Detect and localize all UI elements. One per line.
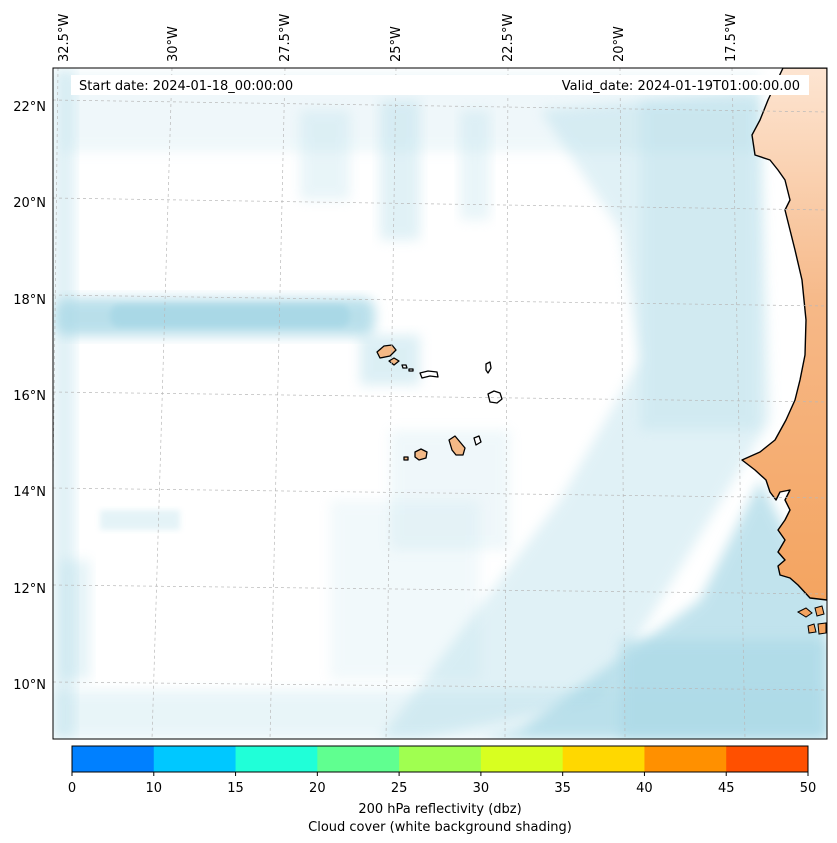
colorbar-segment (726, 746, 809, 772)
colorbar-segment (317, 746, 400, 772)
lon-label: 25°W (389, 26, 404, 62)
lat-label: 16°N (13, 389, 46, 404)
colorbar-tick-label: 40 (636, 781, 653, 796)
colorbar-tick-label: 45 (718, 781, 735, 796)
lon-label: 22.5°W (501, 14, 516, 62)
lon-label: 20°W (612, 26, 627, 62)
lat-label: 18°N (13, 293, 46, 308)
valid-date-label: Valid_date: 2024-01-19T01:00:00.00 (562, 79, 800, 94)
header-box (71, 75, 809, 95)
gridlines (53, 68, 827, 739)
map-frame (52, 67, 828, 740)
colorbar-segment (153, 746, 237, 772)
colorbar-tick-label: 25 (391, 781, 408, 796)
colorbar-frame (71, 745, 809, 773)
colorbar-tick-label: 20 (309, 781, 326, 796)
map-area (53, 68, 827, 739)
colorbar-tick-label: 15 (227, 781, 244, 796)
colorbar-tick-label: 30 (473, 781, 490, 796)
lon-label: 32.5°W (57, 14, 72, 62)
lat-label: 14°N (13, 485, 46, 500)
lat-label: 12°N (13, 582, 46, 597)
colorbar-segment (72, 746, 155, 772)
lon-label: 17.5°W (724, 14, 739, 62)
colorbar-segment (480, 746, 564, 772)
start-date-label: Start date: 2024-01-18_00:00:00 (79, 79, 293, 94)
colorbar-tick-label: 50 (800, 781, 817, 796)
african-coast-land (741, 68, 827, 635)
lat-label: 10°N (13, 678, 46, 693)
colorbar-segment (399, 746, 482, 772)
longitude-labels: 32.5°W 30°W 27.5°W 25°W 22.5°W 20°W 17.5… (57, 14, 739, 62)
colorbar-label: 200 hPa reflectivity (dbz) (358, 802, 521, 817)
cape-verde-islands (376, 344, 503, 461)
colorbar-segment (562, 746, 645, 772)
colorbar-segment (235, 746, 318, 772)
latitude-labels: 22°N 20°N 18°N 16°N 14°N 12°N 10°N (13, 100, 46, 693)
colorbar-tick-label: 10 (146, 781, 163, 796)
colorbar: 0 10 15 20 25 30 35 40 45 50 (68, 745, 817, 796)
lat-label: 20°N (13, 196, 46, 211)
lon-label: 30°W (166, 26, 181, 62)
cloud-cover-shading (53, 68, 827, 739)
lon-label: 27.5°W (278, 14, 293, 62)
colorbar-segment (644, 746, 727, 772)
colorbar-tick-label: 0 (68, 781, 76, 796)
colorbar-sublabel: Cloud cover (white background shading) (308, 820, 572, 835)
colorbar-tick-label: 35 (554, 781, 571, 796)
lat-label: 22°N (13, 100, 46, 115)
